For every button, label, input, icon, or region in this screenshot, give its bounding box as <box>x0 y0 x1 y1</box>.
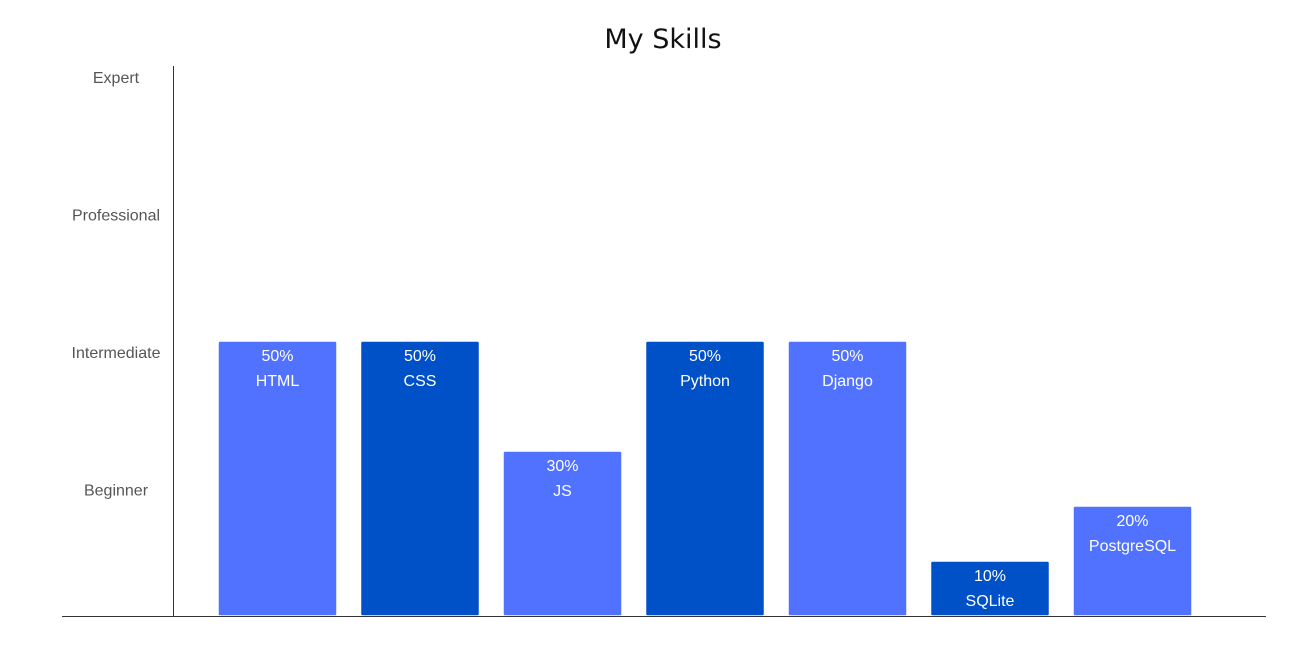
bar-value-label: 30% <box>546 458 578 475</box>
bar-category-label: SQLite <box>966 593 1015 610</box>
bar-value-label: 20% <box>1116 513 1148 530</box>
chart-title: My Skills <box>604 24 721 55</box>
bars: 50% HTML 50% CSS 30% JS 50% Python 50% Django 10% S… <box>217 340 1193 617</box>
y-axis-labels: Beginner Intermediate Professional Expert <box>72 70 161 500</box>
y-level-label: Beginner <box>84 483 149 500</box>
bar-category-label: Django <box>822 373 873 390</box>
bar-value-label: 10% <box>974 568 1006 585</box>
bar-category-label: CSS <box>404 373 437 390</box>
bar-js <box>502 450 623 617</box>
y-level-label: Expert <box>93 70 140 87</box>
bar-category-label: Python <box>680 373 730 390</box>
y-level-label: Professional <box>72 208 160 225</box>
bar-value-label: 50% <box>404 348 436 365</box>
bar-value-label: 50% <box>831 348 863 365</box>
bar-category-label: JS <box>553 483 572 500</box>
bar-category-label: HTML <box>256 373 300 390</box>
bar-value-label: 50% <box>261 348 293 365</box>
bar-category-label: PostgreSQL <box>1089 538 1176 555</box>
y-level-label: Intermediate <box>72 345 161 362</box>
bar-value-label: 50% <box>689 348 721 365</box>
